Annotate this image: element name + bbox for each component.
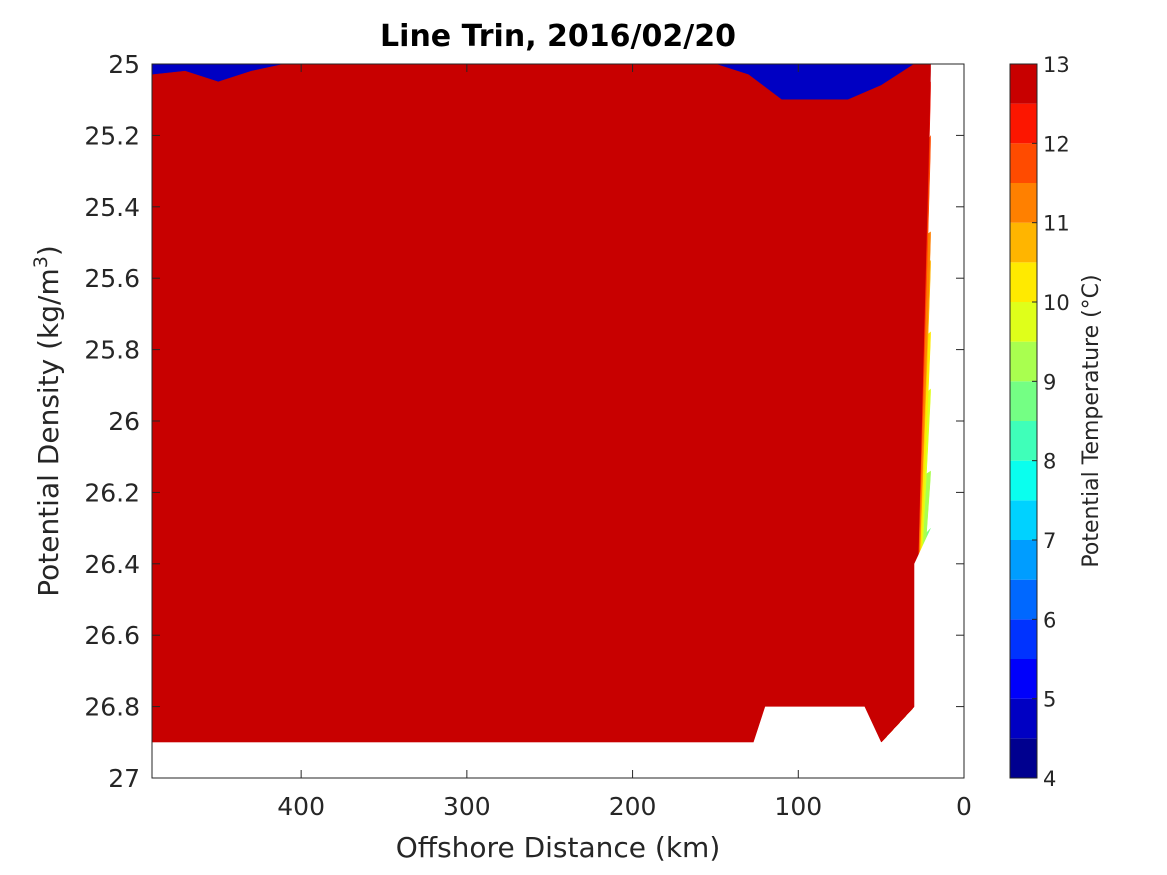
colorbar: 13 12 11 10 9 8 7 6 5 4 bbox=[1009, 53, 1070, 791]
no-data-region bbox=[914, 64, 964, 778]
y-axis-label-superscript: 3 bbox=[30, 256, 52, 268]
colorbar-swatch bbox=[1010, 460, 1037, 501]
colorbar-swatch bbox=[1010, 302, 1037, 342]
x-tick-label: 400 bbox=[277, 792, 325, 821]
colorbar-tick-label: 13 bbox=[1043, 53, 1070, 77]
colorbar-tick-label: 12 bbox=[1043, 132, 1070, 156]
y-tick-label: 26 bbox=[108, 407, 140, 436]
colorbar-swatch bbox=[1010, 64, 1037, 104]
temperature-band bbox=[152, 64, 932, 743]
y-axis-label: Potential Density (kg/m3) bbox=[30, 245, 65, 597]
temperature-fills bbox=[152, 64, 964, 778]
colorbar-swatch bbox=[1010, 540, 1037, 580]
y-tick-label: 25.8 bbox=[84, 336, 140, 365]
colorbar-frame bbox=[1009, 63, 1038, 779]
y-tick-label: 25.4 bbox=[84, 193, 140, 222]
x-axis-label: Offshore Distance (km) bbox=[396, 831, 721, 864]
colorbar-swatch bbox=[1010, 579, 1037, 620]
colorbar-swatch bbox=[1010, 500, 1037, 540]
colorbar-tick-label: 10 bbox=[1043, 291, 1070, 315]
colorbar-swatch bbox=[1010, 381, 1037, 421]
y-tick-label: 26.8 bbox=[84, 693, 140, 722]
colorbar-tick-label: 7 bbox=[1043, 529, 1056, 553]
colorbar-tick-label: 4 bbox=[1043, 767, 1056, 791]
colorbar-label: Potential Temperature (°C) bbox=[1079, 274, 1104, 567]
colorbar-swatch bbox=[1010, 421, 1037, 461]
y-tick-label: 25 bbox=[108, 50, 140, 79]
colorbar-tick-label: 11 bbox=[1043, 212, 1070, 236]
colorbar-tick-label: 8 bbox=[1043, 450, 1056, 474]
chart-title: Line Trin, 2016/02/20 bbox=[380, 19, 736, 54]
y-tick-label: 26.6 bbox=[84, 621, 140, 650]
x-axis: 400 300 200 100 0 bbox=[277, 64, 972, 821]
colorbar-swatch bbox=[1010, 222, 1037, 263]
colorbar-swatch bbox=[1010, 619, 1037, 659]
y-tick-label: 25.6 bbox=[84, 264, 140, 293]
y-axis: 25 25.2 25.4 25.6 25.8 26 26.2 26.4 26.6 26.8 27 bbox=[84, 50, 964, 793]
colorbar-swatch bbox=[1010, 262, 1037, 302]
colorbar-tick-label: 5 bbox=[1043, 688, 1056, 712]
colorbar-swatch bbox=[1010, 183, 1037, 223]
x-tick-label: 100 bbox=[774, 792, 822, 821]
x-tick-label: 0 bbox=[956, 792, 972, 821]
y-tick-label: 26.4 bbox=[84, 550, 140, 579]
colorbar-swatch bbox=[1010, 738, 1037, 778]
colorbar-swatch bbox=[1010, 103, 1037, 144]
colorbar-swatch bbox=[1010, 143, 1037, 183]
colorbar-tick-label: 9 bbox=[1043, 370, 1056, 394]
colorbar-tick-label: 6 bbox=[1043, 608, 1056, 632]
y-tick-label: 25.2 bbox=[84, 121, 140, 150]
colorbar-swatch bbox=[1010, 698, 1037, 739]
colorbar-swatch bbox=[1010, 659, 1037, 699]
x-tick-label: 200 bbox=[609, 792, 657, 821]
no-data-region bbox=[152, 742, 964, 778]
colorbar-swatch bbox=[1010, 341, 1037, 382]
y-tick-label: 26.2 bbox=[84, 478, 140, 507]
y-tick-label: 27 bbox=[108, 764, 140, 793]
x-tick-label: 300 bbox=[443, 792, 491, 821]
